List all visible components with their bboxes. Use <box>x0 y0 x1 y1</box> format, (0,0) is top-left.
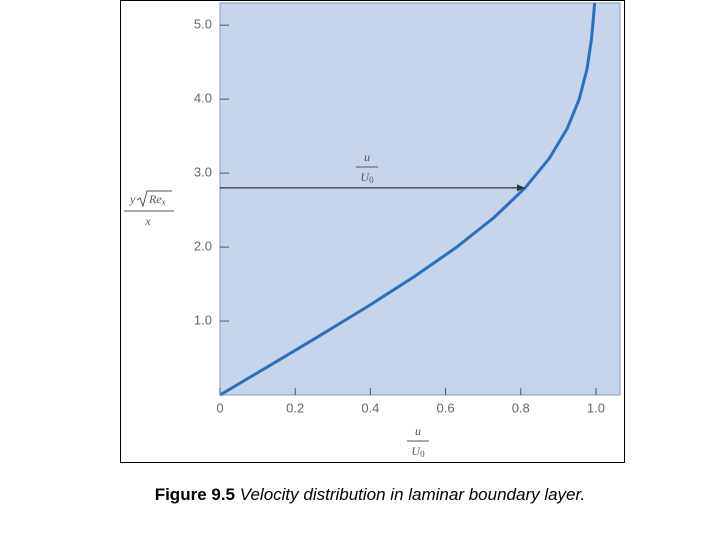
caption-text: Velocity distribution in laminar boundar… <box>239 485 586 504</box>
x-tick-label: 0.2 <box>286 400 304 415</box>
root-text: Re <box>148 192 162 206</box>
denominator-text: U <box>360 170 370 184</box>
fraction-numerator: u <box>364 150 370 164</box>
x-tick-label: 0.8 <box>512 400 530 415</box>
caption: Figure 9.5 Velocity distribution in lami… <box>130 482 610 507</box>
fraction-denominator: U0 <box>360 170 374 185</box>
root-sub: x <box>161 197 166 207</box>
y-tick-label: 4.0 <box>194 91 212 106</box>
plot-area <box>219 2 621 396</box>
ylabel-denominator: x <box>144 214 151 228</box>
velocity-curve <box>219 2 597 397</box>
arrow-head <box>517 184 526 192</box>
denominator-text: U <box>411 444 421 458</box>
caption-label: Figure 9.5 <box>154 485 236 504</box>
denominator-sub: 0 <box>420 449 425 459</box>
ylabel-y: y <box>129 192 136 206</box>
root-sign <box>136 190 172 208</box>
fraction-numerator: u <box>415 424 421 438</box>
y-tick-label: 5.0 <box>194 17 212 32</box>
ylabel-root: Rex <box>148 192 166 207</box>
x-tick-label: 0.6 <box>437 400 455 415</box>
y-tick-label: 2.0 <box>194 239 212 254</box>
fraction-denominator: U0 <box>411 444 425 459</box>
x-tick-label: 0.4 <box>361 400 379 415</box>
y-tick-label: 3.0 <box>194 165 212 180</box>
y-tick-label: 1.0 <box>194 312 212 327</box>
denominator-sub: 0 <box>369 175 374 185</box>
x-tick-label: 1.0 <box>587 400 605 415</box>
x-tick-label: 0 <box>216 400 223 415</box>
